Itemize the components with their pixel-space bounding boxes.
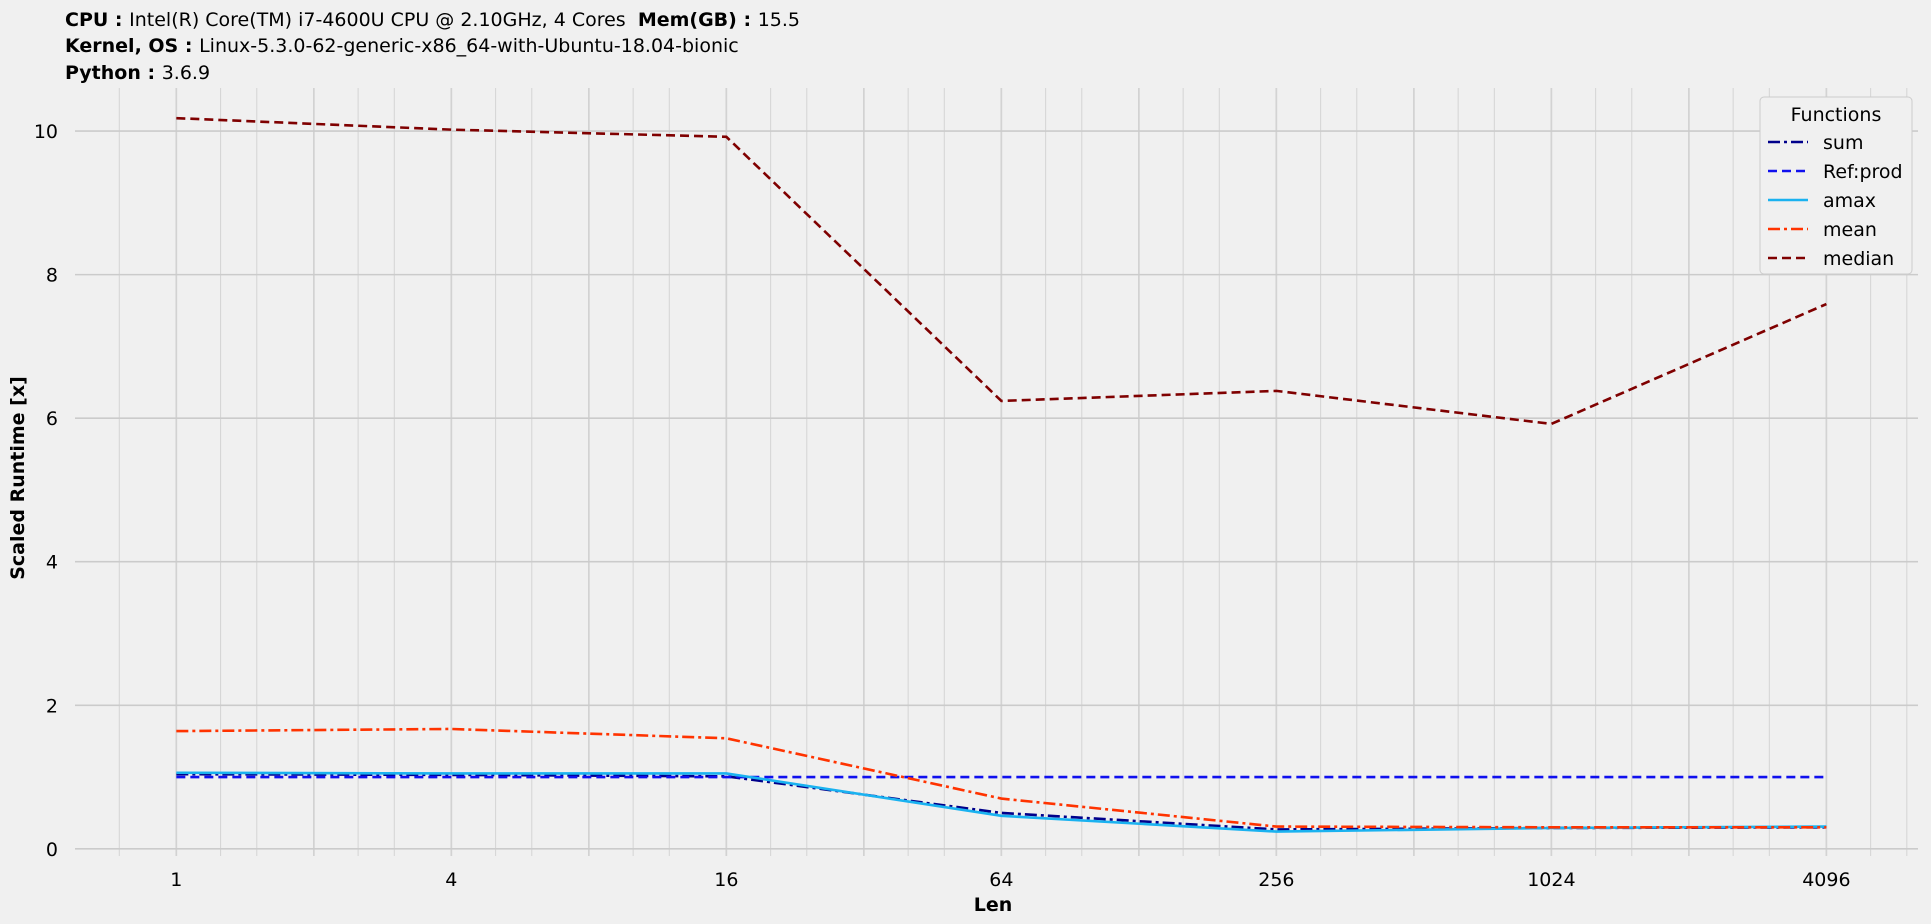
header-line-python: Python : 3.6.9	[65, 62, 211, 84]
python-label: Python	[65, 62, 141, 84]
x-axis-label: Len	[974, 894, 1013, 916]
x-tick-label: 1	[170, 869, 182, 891]
mem-label: Mem(GB)	[637, 9, 737, 31]
legend-entry: mean	[1823, 219, 1877, 241]
y-axis-label: Scaled Runtime [x]	[7, 376, 29, 580]
legend: Functions sum Ref:prod amax mean median	[1759, 96, 1913, 275]
x-tick-labels: 1 4 16 64 256 1024 4096	[170, 869, 1850, 891]
series-lines	[176, 116, 1827, 833]
x-tick-label: 64	[989, 869, 1013, 891]
cpu-label: CPU	[65, 9, 109, 31]
legend-entry: amax	[1823, 190, 1876, 212]
y-tick-label: 8	[46, 265, 58, 287]
x-tick-label: 256	[1258, 869, 1294, 891]
x-tick-label: 4096	[1802, 869, 1850, 891]
y-tick-label: 10	[34, 121, 58, 143]
x-tick-label: 4	[445, 869, 457, 891]
y-tick-label: 2	[46, 695, 58, 717]
y-tick-labels: 0 2 4 6 8 10	[34, 121, 58, 861]
legend-entry: median	[1823, 248, 1894, 270]
header-line-kernel: Kernel, OS : Linux-5.3.0-62-generic-x86_…	[65, 35, 739, 57]
legend-entry: Ref:prod	[1823, 161, 1903, 183]
series-line-median	[176, 116, 1827, 426]
series-line-mean	[176, 727, 1827, 829]
y-tick-label: 6	[46, 408, 58, 430]
cpu-value: Intel(R) Core(TM) i7-4600U CPU @ 2.10GHz…	[129, 9, 626, 31]
y-tick-label: 4	[46, 552, 58, 574]
grid	[75, 88, 1918, 856]
kernel-value: Linux-5.3.0-62-generic-x86_64-with-Ubunt…	[199, 35, 739, 57]
legend-title: Functions	[1791, 104, 1882, 126]
x-tick-label: 16	[714, 869, 738, 891]
kernel-label: Kernel, OS	[65, 35, 179, 57]
y-tick-label: 0	[46, 839, 58, 861]
x-tick-label: 1024	[1527, 869, 1575, 891]
python-value: 3.6.9	[161, 62, 211, 84]
mem-value: 15.5	[757, 9, 800, 31]
legend-entry: sum	[1823, 132, 1863, 154]
header-line-cpu: CPU : Intel(R) Core(TM) i7-4600U CPU @ 2…	[65, 9, 800, 31]
